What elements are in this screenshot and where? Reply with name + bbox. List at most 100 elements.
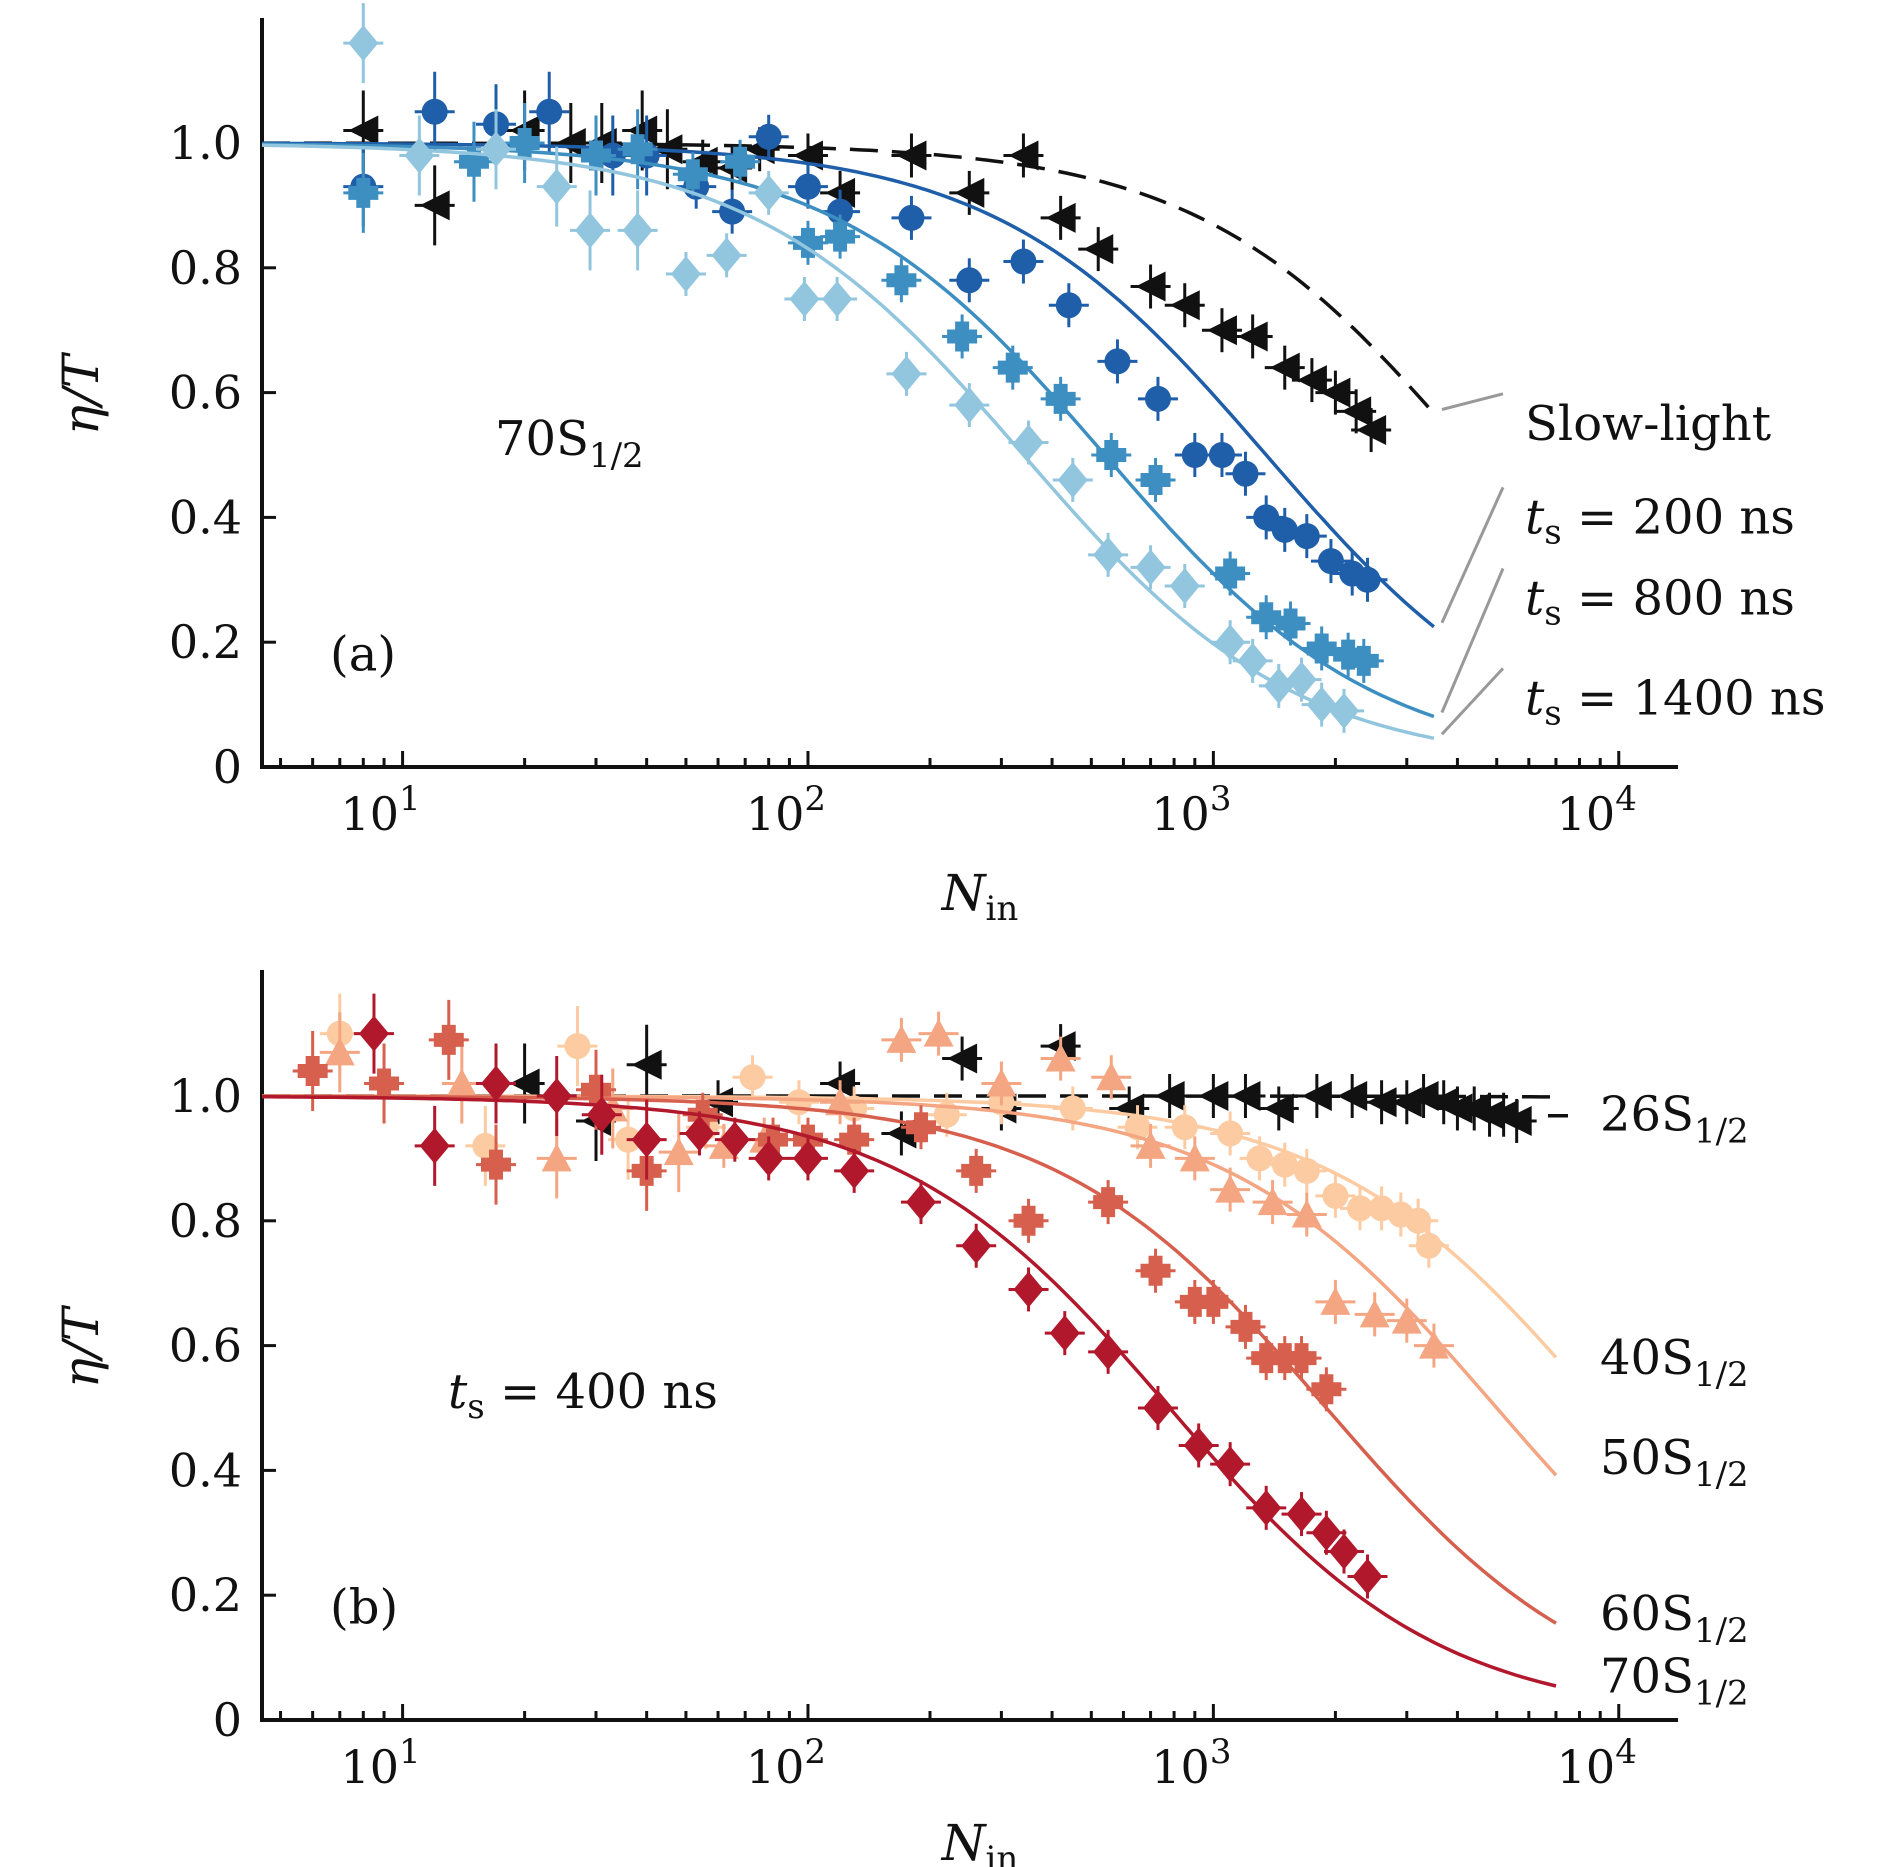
data-point [758,1124,789,1155]
data-point [631,1121,662,1158]
data-point [1140,464,1171,495]
x-tick-label: 103 [1151,1732,1231,1794]
data-point [1320,1286,1351,1315]
data-point [1215,1174,1246,1203]
data-point [1311,1374,1342,1405]
data-point [785,1089,812,1116]
data-point [896,140,927,171]
data-point [961,1155,992,1186]
data-point [1096,1062,1127,1091]
data-point [1263,667,1294,704]
data-point [1418,1330,1449,1359]
data-point [358,1015,389,1052]
series-0: 26S1/2 [262,1024,1749,1161]
data-point [1183,1427,1214,1464]
data-point [891,355,922,392]
data-point [1045,202,1076,233]
data-point [627,115,658,146]
data-point [1391,1305,1422,1334]
data-point [1010,248,1037,275]
fit-curve [261,142,1435,719]
data-point [1093,536,1124,573]
data-point [1181,442,1208,468]
data-point [1045,1043,1076,1072]
x-tick-label: 101 [340,1732,420,1794]
y-tick-label: 0.8 [169,241,242,295]
data-point [1169,568,1200,605]
data-point [997,352,1028,383]
data-point [1253,504,1280,531]
series-label: 50S1/2 [1600,1430,1749,1495]
series-label: 70S1/2 [1600,1648,1749,1713]
data-point [1311,1514,1342,1551]
data-point [1246,1145,1273,1172]
data-point [509,128,540,158]
data-point [536,98,563,125]
data-point [905,1112,936,1143]
data-point [1320,377,1351,408]
x-tick-label: 102 [746,779,826,841]
data-point [1198,1286,1229,1317]
data-point [1045,383,1076,414]
data-point [1179,1143,1210,1172]
x-tick-label: 102 [746,1732,826,1794]
data-point [369,1068,400,1099]
y-tick-label: 0.4 [169,490,242,544]
data-point [581,140,612,171]
data-point [1269,352,1300,383]
data-point [923,1018,954,1047]
data-point [1198,1081,1229,1111]
data-point [622,212,653,249]
y-tick-label: 0.2 [169,615,242,669]
series-label: 26S1/2 [1600,1087,1749,1152]
leader-line [1440,667,1505,736]
data-point [1230,1311,1261,1342]
panel-label: (b) [330,1579,398,1635]
data-point [1230,1081,1261,1111]
data-point [961,1227,992,1264]
data-point [719,1121,750,1158]
data-point [1096,440,1127,470]
data-point [886,1024,917,1053]
data-point [1215,624,1246,661]
series-label: ts = 1400 ns [1525,670,1825,733]
data-point [1291,1199,1322,1228]
data-point [458,146,489,177]
data-point [753,1140,784,1177]
x-tick-label: 104 [1557,779,1637,841]
y-tick-label: 0.8 [169,1194,242,1248]
fit-curve [262,141,1436,629]
data-point [541,1143,572,1172]
data-point [825,221,856,252]
data-point [1263,1093,1294,1124]
data-point [1352,1558,1383,1595]
data-point [1354,566,1381,593]
data-point [1501,1105,1532,1136]
x-tick-label: 104 [1557,1732,1637,1794]
y-axis-label: η/T [52,351,110,435]
y-tick-label: 1.0 [169,1069,242,1123]
data-point [419,1127,450,1164]
data-point [1171,1114,1198,1141]
data-point [1237,642,1268,679]
data-point [1306,686,1337,723]
data-point [419,190,450,221]
data-point [739,1064,766,1091]
data-point [1215,1446,1246,1483]
data-point [404,137,435,174]
series-label: ts = 200 ns [1525,489,1795,552]
y-tick-label: 0.2 [169,1568,242,1622]
leader-line [1440,567,1505,714]
series-1: ts = 200 ns [262,71,1795,629]
panel-label: (a) [330,626,396,682]
data-point [541,168,572,205]
x-tick-label: 101 [340,779,420,841]
data-point [1232,460,1259,487]
leader-line [1441,392,1504,411]
data-point [822,281,853,317]
data-point [1057,461,1088,498]
data-point [433,1024,464,1055]
fit-curve [262,1095,1557,1688]
data-point [1347,1195,1374,1222]
data-point [1286,1343,1317,1374]
